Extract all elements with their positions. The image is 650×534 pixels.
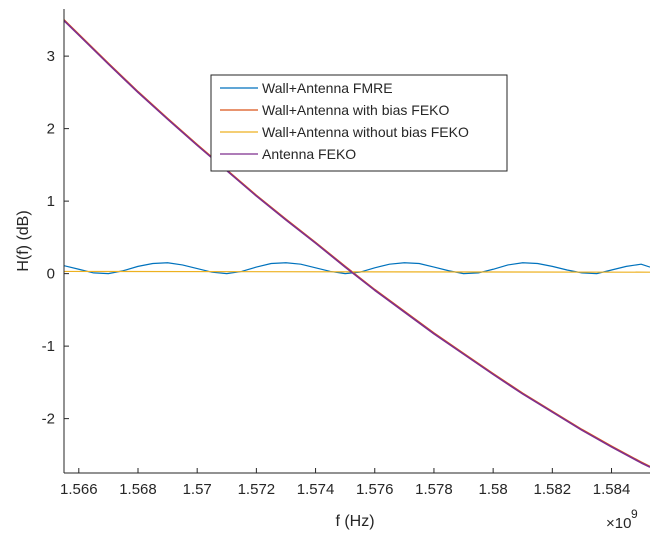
legend-label-with-bias: Wall+Antenna with bias FEKO — [262, 102, 450, 118]
x-tick-label: 1.574 — [297, 481, 335, 498]
series-line-without-bias — [64, 270, 650, 273]
y-tick-label: 3 — [47, 48, 55, 65]
legend: Wall+Antenna FMRE Wall+Antenna with bias… — [210, 74, 508, 172]
x-tick-label: 1.57 — [183, 481, 212, 498]
y-tick-label: -2 — [42, 411, 55, 428]
x-multiplier-base: ×10 — [606, 515, 631, 532]
x-tick-label: 1.566 — [60, 481, 98, 498]
x-tick-label: 1.572 — [238, 481, 276, 498]
legend-label-antenna: Antenna FEKO — [262, 146, 356, 162]
x-tick-label: 1.582 — [534, 481, 572, 498]
x-axis-label: f (Hz) — [335, 513, 374, 530]
x-multiplier: ×10 9 — [606, 507, 638, 532]
x-tick-label: 1.584 — [593, 481, 631, 498]
y-tick-label: 0 — [47, 266, 55, 283]
series-line-antenna — [64, 20, 650, 468]
x-tick-label: 1.58 — [479, 481, 508, 498]
y-tick-label: 1 — [47, 193, 55, 210]
y-axis-label: H(f) (dB) — [15, 210, 32, 271]
legend-label-fmre: Wall+Antenna FMRE — [262, 80, 393, 96]
legend-label-without-bias: Wall+Antenna without bias FEKO — [262, 124, 469, 140]
x-multiplier-exponent: 9 — [631, 507, 638, 521]
x-tick-label: 1.578 — [415, 481, 453, 498]
x-tick-label: 1.576 — [356, 481, 394, 498]
y-ticks: -2 -1 0 1 2 3 — [42, 48, 69, 428]
x-tick-label: 1.568 — [119, 481, 157, 498]
y-tick-label: 2 — [47, 121, 55, 138]
series-layer — [64, 19, 650, 468]
x-ticks: 1.566 1.568 1.57 1.572 1.574 1.576 1.578 1.58 1.… — [60, 468, 630, 498]
y-tick-label: -1 — [42, 338, 55, 355]
legend-box — [210, 74, 508, 172]
